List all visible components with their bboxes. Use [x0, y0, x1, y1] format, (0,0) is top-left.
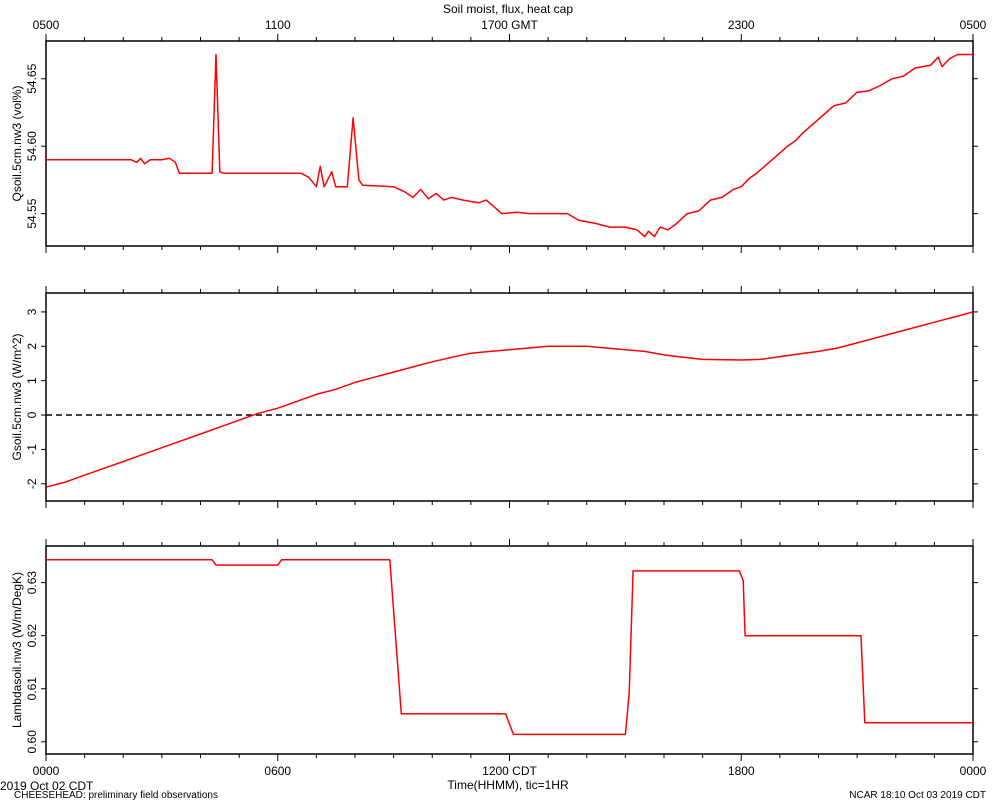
y-tick-label: 0.63 [25, 571, 39, 595]
footer-date: 2019 Oct 02 CDT [0, 779, 94, 793]
series-line-2-0 [46, 559, 973, 736]
footer-note: CHEESEHEAD: preliminary field observatio… [14, 790, 218, 801]
y-tick-label: 54.65 [25, 63, 39, 93]
y-tick-label: -2 [25, 478, 39, 489]
series-line-0-0 [46, 53, 973, 238]
y-tick-label: 54.55 [25, 198, 39, 228]
panel-frame-1 [45, 292, 974, 502]
top-tick-label-4: 0500 [960, 18, 987, 32]
top-axis-tick-labels: 0500 1100 1700 GMT 2300 0500 [33, 18, 987, 32]
y-tick-label: 0.60 [25, 730, 39, 754]
bottom-tick-label-2: 1200 CDT [482, 764, 537, 778]
panel-1: -2 -1 0 1 2 3 Gsoil.5cm.nw3 (W/m^2) [10, 286, 978, 508]
y-tick-label: 0 [25, 411, 39, 418]
series-line-1-0 [45, 311, 974, 488]
top-tick-label-1: 1100 [265, 18, 291, 32]
chart-title: Soil moist, flux, heat cap [443, 2, 573, 16]
bottom-tick-label-3: 1800 [728, 764, 755, 778]
y-tick-label: 0.61 [25, 677, 39, 701]
y-tick-label: 0.62 [25, 624, 39, 648]
footer-stamp: NCAR 18:10 Oct 03 2019 CDT [849, 790, 986, 801]
bottom-tick-label-4: 0000 [960, 764, 987, 778]
y-tick-label: 1 [25, 377, 39, 384]
y-axis-label: Gsoil.5cm.nw3 (W/m^2) [10, 334, 24, 461]
panel-frame-0 [45, 40, 974, 247]
y-axis-label: Qsoil.5cm.nw3 (vol%) [10, 85, 24, 201]
bottom-axis-tick-labels: 0000 0600 1200 CDT 1800 0000 [33, 764, 987, 778]
y-tick-label: 3 [25, 308, 39, 315]
top-tick-label-3: 2300 [728, 18, 755, 32]
y-tick-label: 2 [25, 343, 39, 350]
y-tick-label: 54.60 [25, 131, 39, 161]
bottom-tick-label-1: 0600 [264, 764, 291, 778]
bottom-tick-label-0: 0000 [33, 764, 60, 778]
y-tick-label: -1 [25, 444, 39, 455]
top-tick-label-0: 0500 [33, 18, 60, 32]
x-axis-label: Time(HHMM), tic=1HR [447, 778, 569, 792]
top-tick-label-2: 1700 GMT [481, 18, 538, 32]
y-axis-label: Lambdasoil.nw3 (W/m/DegK) [10, 572, 24, 728]
